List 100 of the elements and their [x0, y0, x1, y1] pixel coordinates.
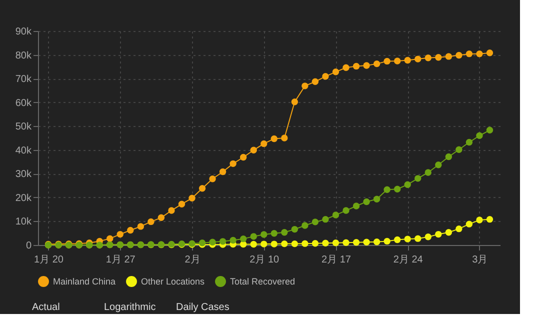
point: [414, 235, 422, 242]
x-tick-label: 2月: [184, 254, 200, 266]
x-tick-label: 2月 17: [322, 254, 352, 266]
point: [363, 62, 370, 69]
point: [198, 185, 206, 192]
point: [260, 231, 268, 238]
point: [332, 240, 340, 246]
point: [445, 229, 452, 236]
point: [250, 240, 257, 248]
y-tick-label: 90k: [15, 26, 32, 38]
text: Daily Cases: [176, 302, 230, 313]
point: [404, 181, 411, 188]
point: [384, 238, 390, 245]
legend-label: Other Locations: [141, 276, 206, 287]
x-tick-label: 3月: [472, 254, 488, 266]
point: [209, 176, 216, 182]
y-tick-label: 80k: [15, 50, 32, 62]
point: [250, 233, 257, 240]
point: [435, 230, 442, 238]
point: [404, 236, 411, 242]
point: [260, 240, 268, 248]
point: [322, 73, 329, 80]
point: [250, 146, 257, 154]
legend-label: Total Recovered: [230, 276, 296, 287]
point: [342, 64, 350, 71]
point: [230, 236, 236, 244]
point: [363, 238, 370, 246]
point: [240, 240, 247, 248]
point: [178, 200, 186, 208]
x-tick-label: 2月 10: [250, 254, 280, 266]
point: [270, 135, 278, 142]
point: [260, 140, 268, 148]
point: [404, 56, 411, 64]
x-tick-label: 1月 20: [34, 254, 64, 266]
point: [302, 222, 308, 229]
point: [445, 153, 452, 160]
point: [466, 138, 473, 146]
point: [332, 212, 340, 218]
point: [230, 160, 236, 168]
point: [466, 220, 473, 228]
point: [373, 60, 380, 68]
point: [137, 223, 144, 230]
point: [435, 162, 442, 168]
point: [486, 216, 494, 223]
point: [486, 50, 494, 56]
point: [476, 132, 483, 139]
point: [414, 56, 422, 62]
point: [342, 207, 350, 214]
point: [302, 82, 308, 90]
point: [435, 54, 442, 61]
point: [414, 175, 422, 182]
point: [291, 98, 298, 106]
point: [219, 168, 226, 176]
point: [445, 53, 452, 60]
point: [188, 194, 196, 202]
y-tick-label: 70k: [15, 74, 32, 86]
point: [476, 216, 483, 224]
y-tick-label: 20k: [15, 192, 32, 204]
point: [281, 134, 288, 142]
point: [476, 50, 483, 58]
point: [384, 186, 390, 193]
point: [456, 146, 462, 153]
point: [456, 225, 462, 232]
legend-label: Mainland China: [53, 276, 116, 287]
point: [456, 52, 462, 59]
point: [394, 236, 401, 244]
text: Logarithmic: [104, 302, 156, 313]
x-tick-label: 1月 27: [106, 254, 136, 266]
point: [322, 216, 329, 223]
point: [281, 240, 288, 248]
point: [240, 154, 247, 161]
point: [158, 214, 165, 222]
point: [106, 235, 114, 242]
point: [373, 196, 380, 202]
point: [363, 198, 370, 206]
point: [352, 239, 360, 246]
x-tick-label: 2月 24: [393, 254, 424, 266]
point: [342, 239, 350, 246]
point: [116, 230, 124, 238]
point: [466, 50, 473, 58]
point: [240, 235, 247, 242]
point: [424, 169, 432, 176]
point: [424, 234, 432, 240]
point: [281, 229, 288, 236]
point: [291, 226, 298, 233]
point: [394, 58, 401, 64]
point: [270, 230, 278, 237]
point: [312, 218, 319, 226]
point: [486, 126, 494, 134]
point: [312, 240, 319, 247]
point: [168, 207, 175, 214]
point: [127, 226, 134, 234]
y-tick-label: 50k: [15, 122, 32, 133]
y-tick-label: 40k: [15, 145, 32, 156]
point: [209, 238, 216, 246]
point: [352, 202, 360, 210]
point: [312, 78, 319, 85]
point: [332, 68, 340, 76]
text: Actual: [32, 302, 60, 313]
point: [373, 238, 380, 246]
